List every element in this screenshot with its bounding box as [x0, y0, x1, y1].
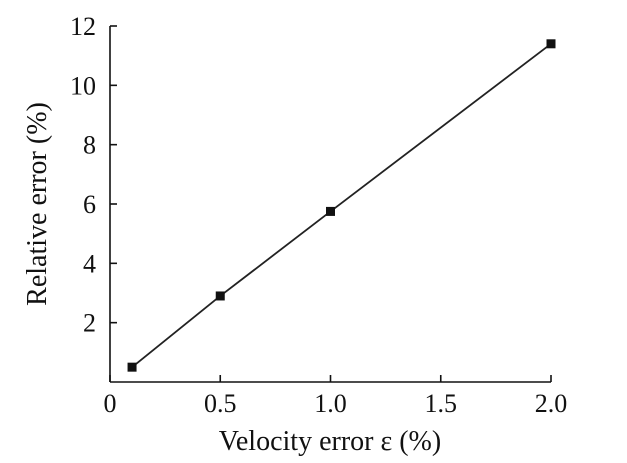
- series-group: [127, 39, 556, 372]
- data-point-marker: [546, 39, 556, 49]
- series-line: [131, 43, 552, 368]
- axes: [109, 26, 551, 383]
- x-tick-label: 1.5: [425, 389, 458, 418]
- y-tick-label: 4: [83, 249, 96, 278]
- x-tick-label: 0: [104, 389, 117, 418]
- y-tick-label: 6: [83, 190, 96, 219]
- data-point-marker: [215, 291, 225, 301]
- y-axis-title: Relative error (%): [22, 102, 53, 306]
- y-ticks: 2 4 6 8 10 12: [70, 12, 117, 338]
- x-axis-title: Velocity error ε (%): [219, 426, 441, 457]
- x-tick-label: 1.0: [314, 389, 347, 418]
- y-tick-label: 10: [70, 71, 96, 100]
- y-tick-label: 12: [70, 12, 96, 41]
- x-tick-label: 2.0: [535, 389, 568, 418]
- data-point-marker: [127, 362, 137, 372]
- data-point-marker: [326, 206, 335, 216]
- x-ticks: 0 0.5 1.0 1.5 2.0: [104, 375, 568, 418]
- y-tick-label: 8: [83, 131, 96, 160]
- x-tick-label: 0.5: [204, 389, 237, 418]
- y-tick-label: 2: [83, 309, 96, 338]
